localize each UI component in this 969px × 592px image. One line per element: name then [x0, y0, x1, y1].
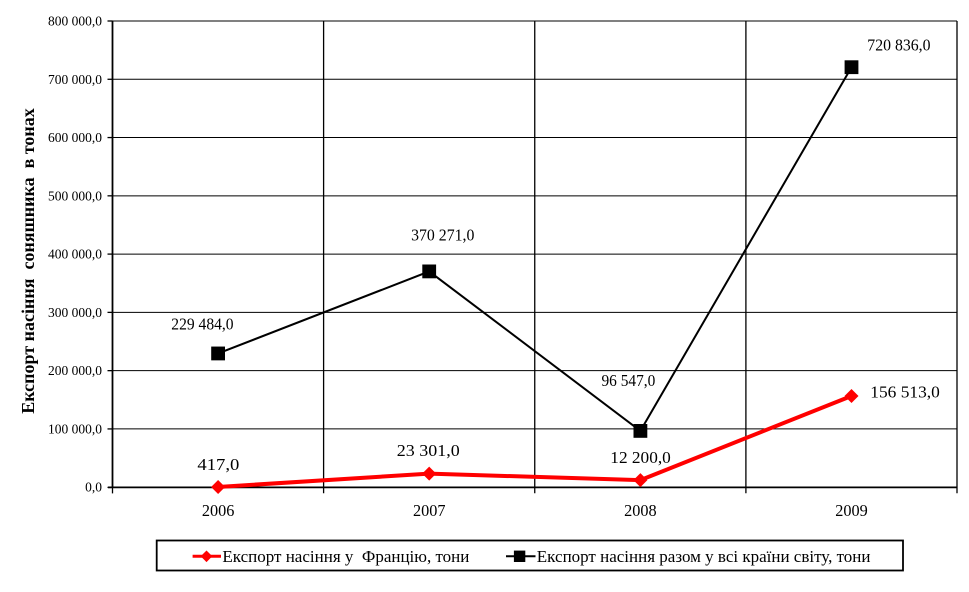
svg-text:2007: 2007 — [413, 501, 446, 520]
svg-text:12 200,0: 12 200,0 — [610, 448, 671, 467]
svg-text:100 000,0: 100 000,0 — [48, 421, 102, 436]
svg-text:300 000,0: 300 000,0 — [48, 305, 102, 320]
svg-text:800 000,0: 800 000,0 — [48, 14, 102, 29]
svg-text:2009: 2009 — [835, 501, 868, 520]
svg-text:0,0: 0,0 — [85, 480, 102, 495]
svg-text:96 547,0: 96 547,0 — [602, 371, 656, 390]
svg-text:600 000,0: 600 000,0 — [48, 130, 102, 145]
svg-text:720 836,0: 720 836,0 — [867, 36, 930, 55]
svg-text:23 301,0: 23 301,0 — [397, 441, 460, 460]
svg-text:400 000,0: 400 000,0 — [48, 247, 102, 262]
svg-text:417,0: 417,0 — [197, 455, 239, 474]
svg-text:200 000,0: 200 000,0 — [48, 363, 102, 378]
svg-text:Експорт насіння соняшника в: Експорт насіння соняшника в тонах — [18, 108, 38, 414]
svg-text:500 000,0: 500 000,0 — [48, 188, 102, 203]
svg-text:Експорт насіння у Францію, то: Експорт насіння у Францію, тони — [222, 547, 469, 566]
svg-text:2008: 2008 — [624, 501, 657, 520]
svg-text:229 484,0: 229 484,0 — [171, 314, 233, 333]
svg-text:Експорт насіння разом у всі кр: Експорт насіння разом у всі країни світу… — [537, 547, 871, 566]
svg-text:370 271,0: 370 271,0 — [411, 226, 474, 245]
svg-text:700 000,0: 700 000,0 — [48, 72, 102, 87]
svg-text:156 513,0: 156 513,0 — [870, 382, 940, 401]
svg-text:2006: 2006 — [202, 501, 235, 520]
